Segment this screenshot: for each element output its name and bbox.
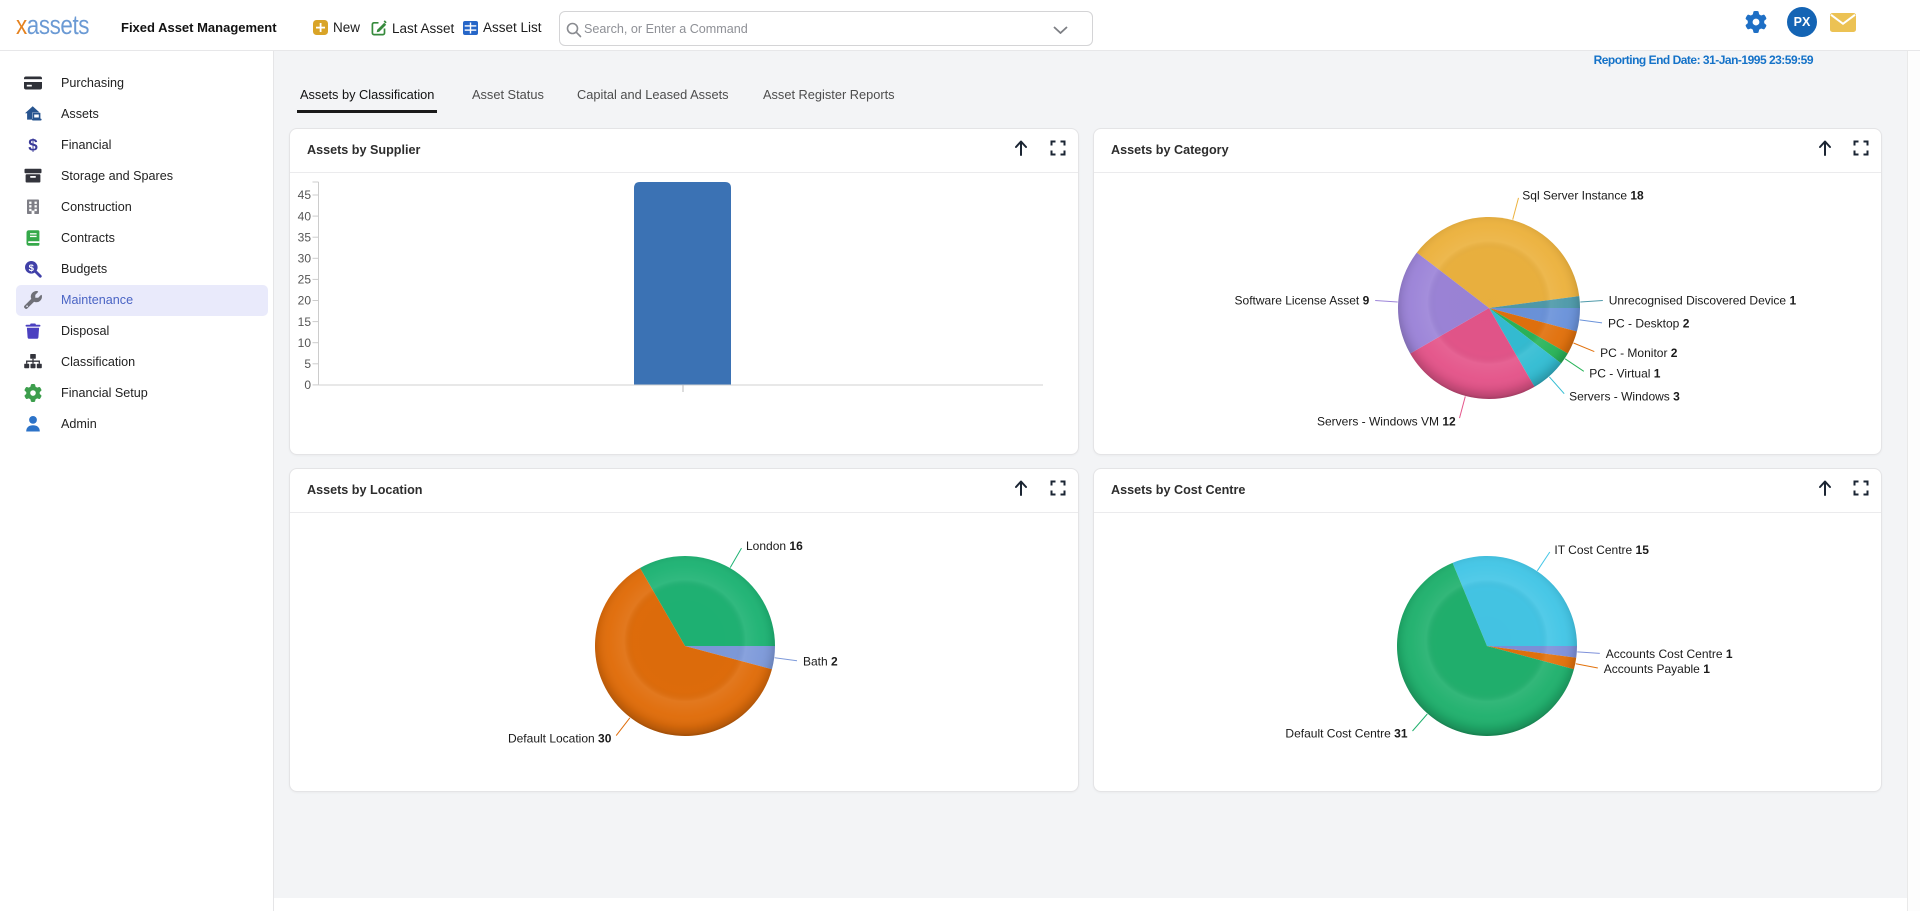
svg-text:$: $ [28, 136, 38, 154]
svg-text:$: $ [29, 263, 35, 274]
